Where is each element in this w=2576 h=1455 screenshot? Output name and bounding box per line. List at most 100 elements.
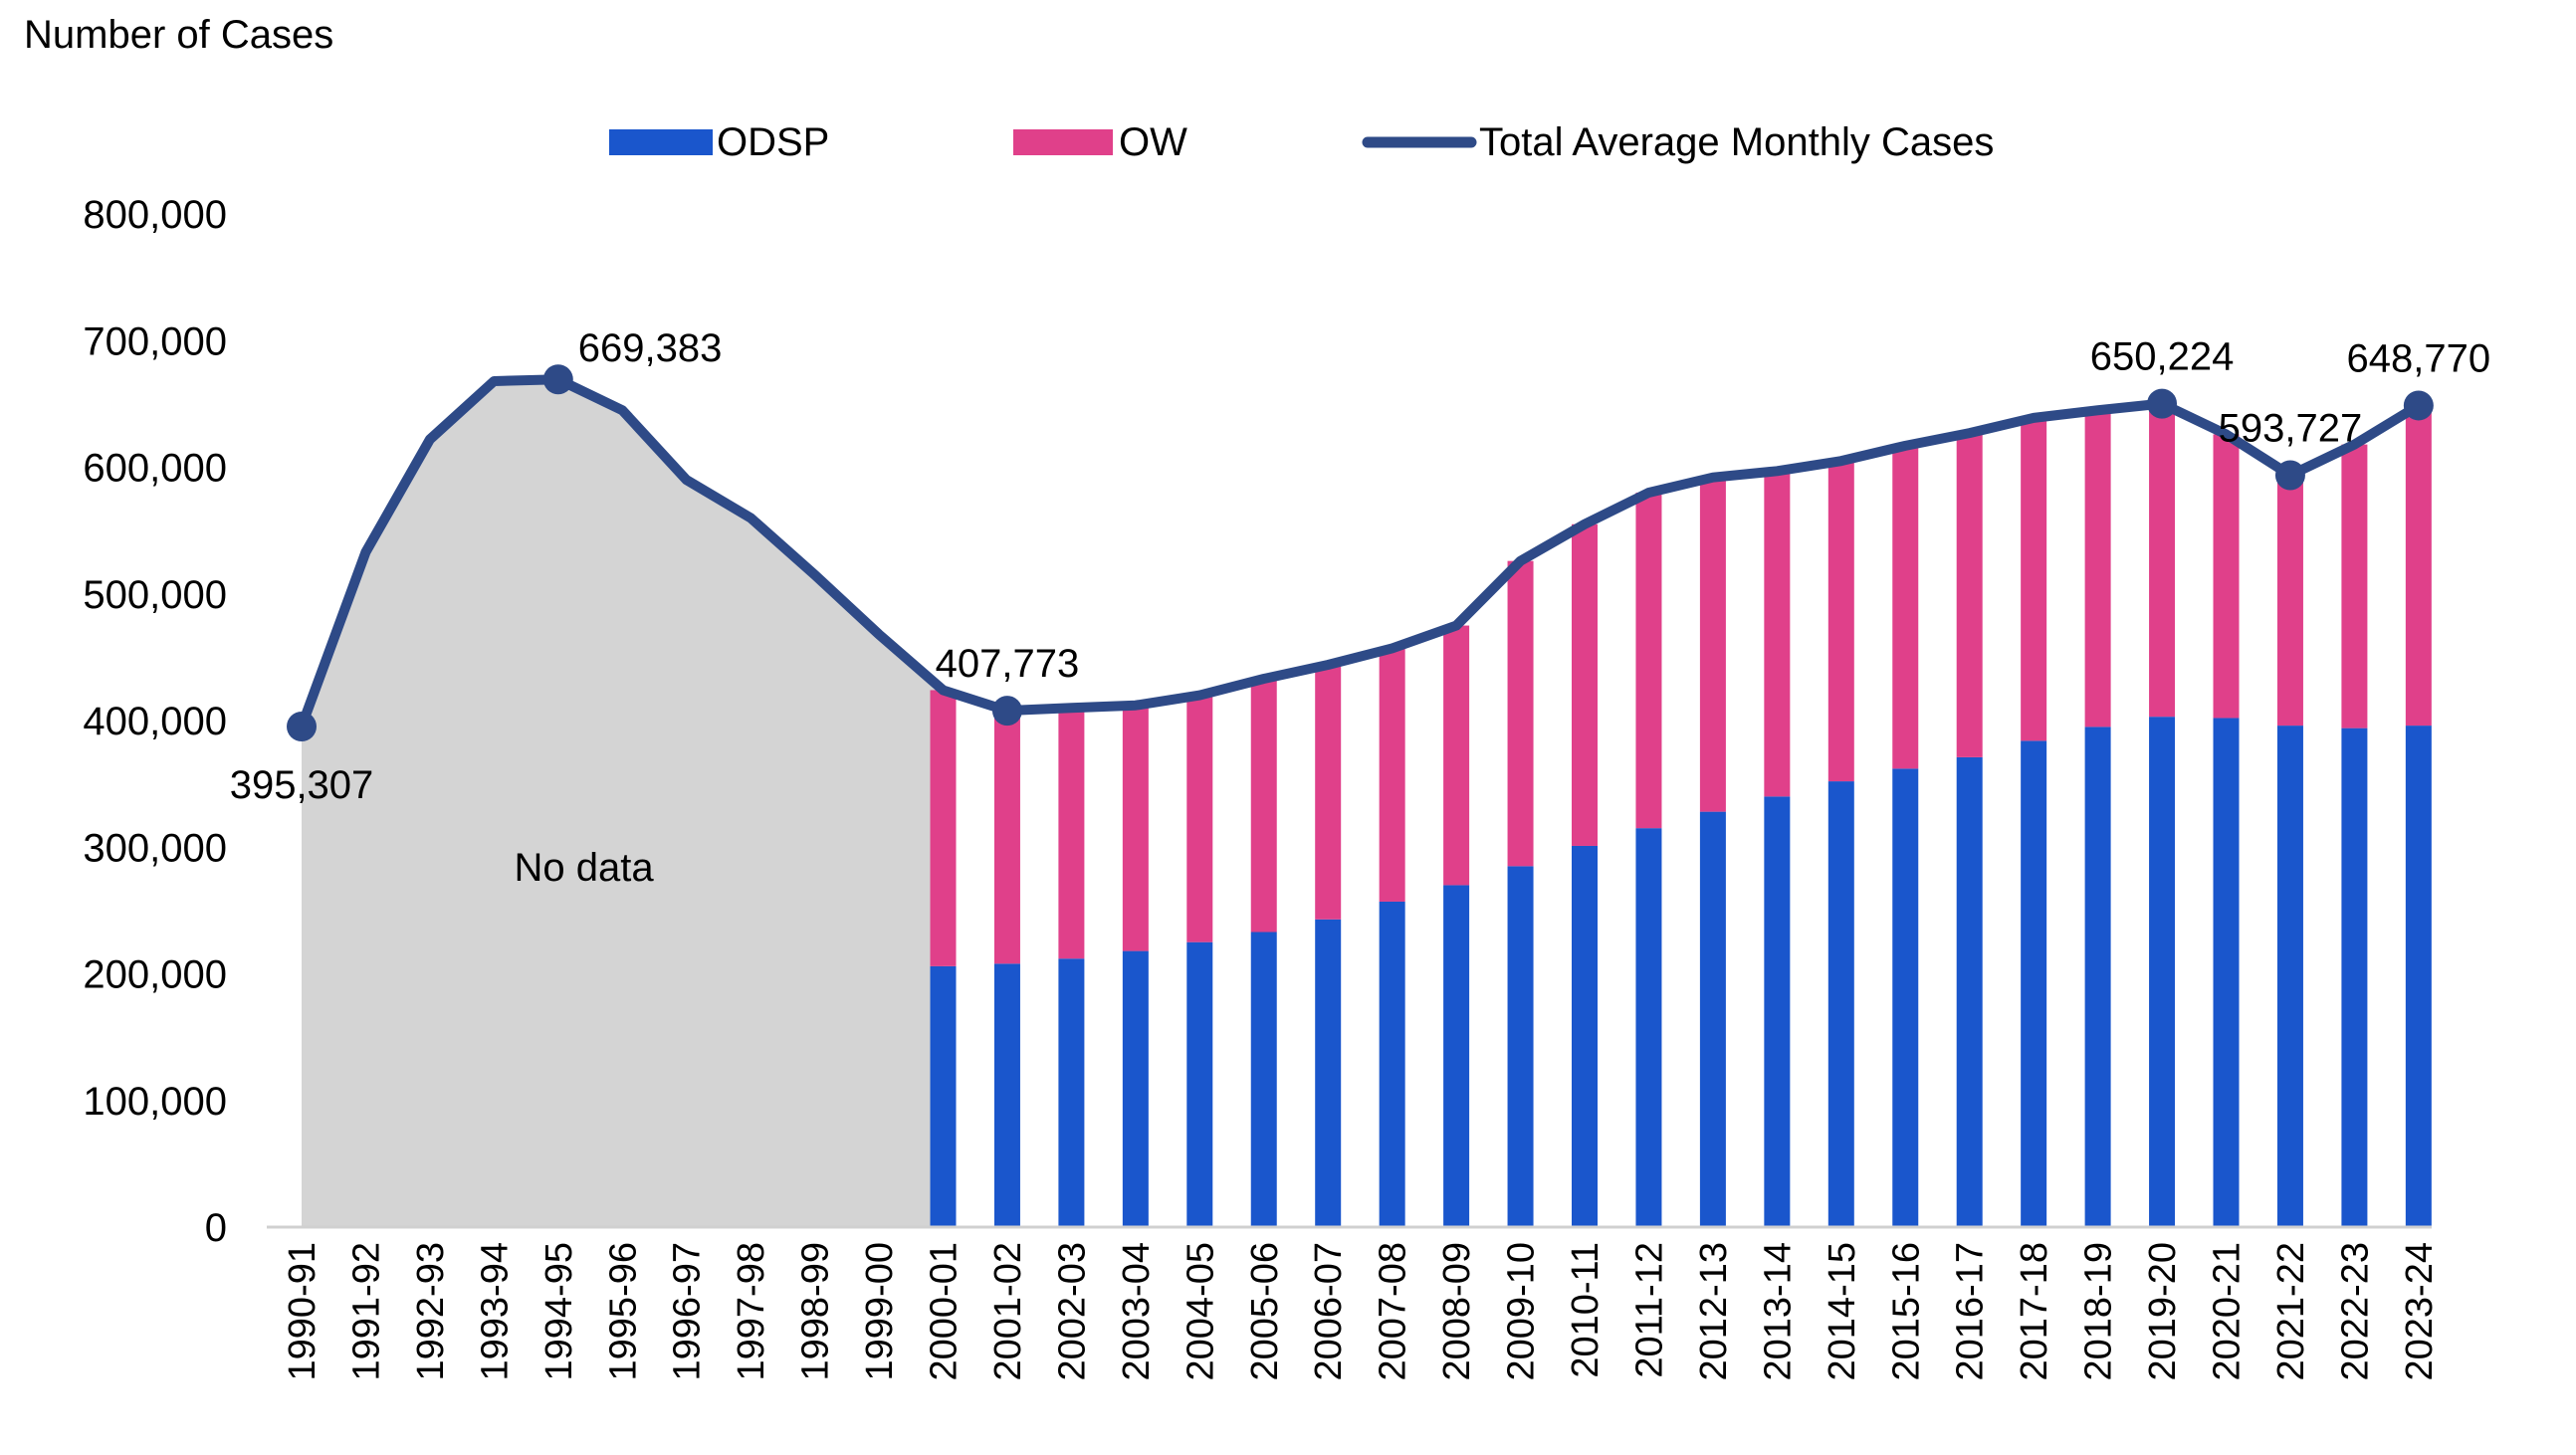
legend-ow-swatch <box>1013 129 1113 155</box>
total-line <box>297 374 2424 731</box>
odsp-bar <box>1315 919 1342 1227</box>
no-data-region: No data <box>302 379 944 1227</box>
point-label: 407,773 <box>936 642 1080 686</box>
x-tick-label: 2012-13 <box>1693 1242 1735 1380</box>
x-tick-label: 1998-99 <box>795 1242 837 1380</box>
odsp-bar <box>1379 901 1405 1227</box>
x-tick-label: 1994-95 <box>538 1242 580 1380</box>
ow-bar <box>2084 410 2111 728</box>
x-tick-label: 2023-24 <box>2399 1242 2441 1380</box>
y-tick-label: 300,000 <box>83 826 227 870</box>
x-tick-label: 2000-01 <box>924 1242 966 1380</box>
odsp-bar <box>1250 932 1277 1227</box>
ow-bar <box>1764 471 1791 797</box>
odsp-bar <box>1572 845 1598 1227</box>
y-axis-ticks: 0 100,000 200,000 300,000 400,000 500,000 600,… <box>83 193 227 1250</box>
odsp-bar <box>2341 728 2368 1227</box>
legend-odsp-swatch <box>609 129 713 155</box>
point-label: 650,224 <box>2090 335 2235 379</box>
total-marker <box>287 711 317 741</box>
x-tick-label: 2014-15 <box>1822 1242 1863 1380</box>
x-tick-label: 2015-16 <box>1885 1242 1927 1380</box>
x-tick-label: 2007-08 <box>1373 1242 1414 1380</box>
x-tick-label: 1992-93 <box>410 1242 452 1380</box>
x-tick-label: 1996-97 <box>667 1242 709 1380</box>
x-tick-label: 2018-19 <box>2078 1242 2120 1380</box>
x-tick-label: 2017-18 <box>2014 1242 2055 1380</box>
odsp-bar <box>993 963 1020 1227</box>
y-tick-label: 500,000 <box>83 573 227 617</box>
odsp-bar <box>1699 811 1726 1227</box>
total-marker <box>2274 460 2305 491</box>
x-tick-label: 1997-98 <box>731 1242 772 1380</box>
odsp-bar <box>2405 726 2432 1227</box>
x-tick-label: 2002-03 <box>1051 1242 1093 1380</box>
odsp-bar <box>1892 768 1919 1227</box>
ow-bar <box>1315 665 1342 920</box>
ow-bar <box>1250 679 1277 933</box>
y-tick-label: 200,000 <box>83 953 227 997</box>
point-label: 395,307 <box>230 763 374 807</box>
legend-ow-label: OW <box>1119 120 1187 164</box>
total-marker <box>991 696 1022 727</box>
x-tick-label: 2010-11 <box>1565 1242 1607 1378</box>
odsp-bar <box>2276 726 2303 1227</box>
x-tick-label: 2013-14 <box>1757 1242 1799 1380</box>
x-tick-label: 1990-91 <box>282 1242 323 1380</box>
odsp-bar <box>2149 717 2176 1227</box>
total-marker <box>542 364 573 395</box>
y-tick-label: 400,000 <box>83 700 227 743</box>
x-tick-label: 2021-22 <box>2270 1242 2312 1380</box>
odsp-bar <box>1507 866 1534 1227</box>
ow-bar <box>1122 705 1149 951</box>
total-marker <box>2403 390 2434 421</box>
point-label: 593,727 <box>2219 406 2363 450</box>
odsp-bar <box>2084 727 2111 1227</box>
odsp-bar <box>1186 941 1213 1227</box>
x-tick-label: 2008-09 <box>1436 1242 1478 1380</box>
ow-bar <box>1699 477 1726 812</box>
ow-bar <box>1379 648 1405 902</box>
ow-bar <box>1443 625 1470 886</box>
odsp-bar <box>1443 885 1470 1227</box>
ow-bar <box>1186 695 1213 942</box>
odsp-bar <box>1827 781 1854 1227</box>
x-tick-label: 2009-10 <box>1501 1242 1543 1380</box>
odsp-bar <box>1058 958 1085 1227</box>
point-labels: 395,307 669,383 407,773 650,224 593,727 648,7… <box>230 326 2490 807</box>
ow-bar <box>2021 417 2047 741</box>
ow-bar <box>2341 444 2368 728</box>
ow-bar <box>1956 433 1983 757</box>
x-axis-ticks: 1990-91 1991-92 1992-93 1993-94 1994-95 1995-… <box>282 1242 2441 1380</box>
legend-odsp-label: ODSP <box>717 120 829 164</box>
ow-bar <box>1635 492 1662 829</box>
ow-bar <box>2405 405 2432 727</box>
ow-bar <box>1058 708 1085 959</box>
legend-total-label: Total Average Monthly Cases <box>1479 120 1994 164</box>
x-tick-label: 2019-20 <box>2142 1242 2184 1380</box>
odsp-bar <box>1764 796 1791 1227</box>
x-tick-label: 2011-12 <box>1628 1242 1670 1378</box>
y-axis-title: Number of Cases <box>24 13 333 57</box>
x-tick-label: 2006-07 <box>1308 1242 1350 1380</box>
ow-bar <box>993 711 1020 964</box>
odsp-bar <box>1122 950 1149 1227</box>
ow-bar <box>1572 523 1598 846</box>
x-tick-label: 2020-21 <box>2207 1242 2249 1380</box>
odsp-bar <box>2021 740 2047 1227</box>
y-tick-label: 0 <box>205 1206 227 1250</box>
odsp-bar <box>1956 756 1983 1227</box>
ow-bar <box>1827 461 1854 782</box>
ow-bar <box>2149 403 2176 718</box>
x-tick-label: 2005-06 <box>1244 1242 1286 1380</box>
odsp-bar <box>930 965 957 1227</box>
x-tick-label: 2016-17 <box>1950 1242 1992 1380</box>
y-tick-label: 700,000 <box>83 319 227 363</box>
ow-bar <box>1507 560 1534 867</box>
odsp-bar <box>2213 718 2240 1227</box>
total-marker <box>2147 388 2178 419</box>
y-tick-label: 800,000 <box>83 193 227 237</box>
no-data-area <box>302 379 944 1227</box>
x-tick-label: 2004-05 <box>1180 1242 1221 1380</box>
